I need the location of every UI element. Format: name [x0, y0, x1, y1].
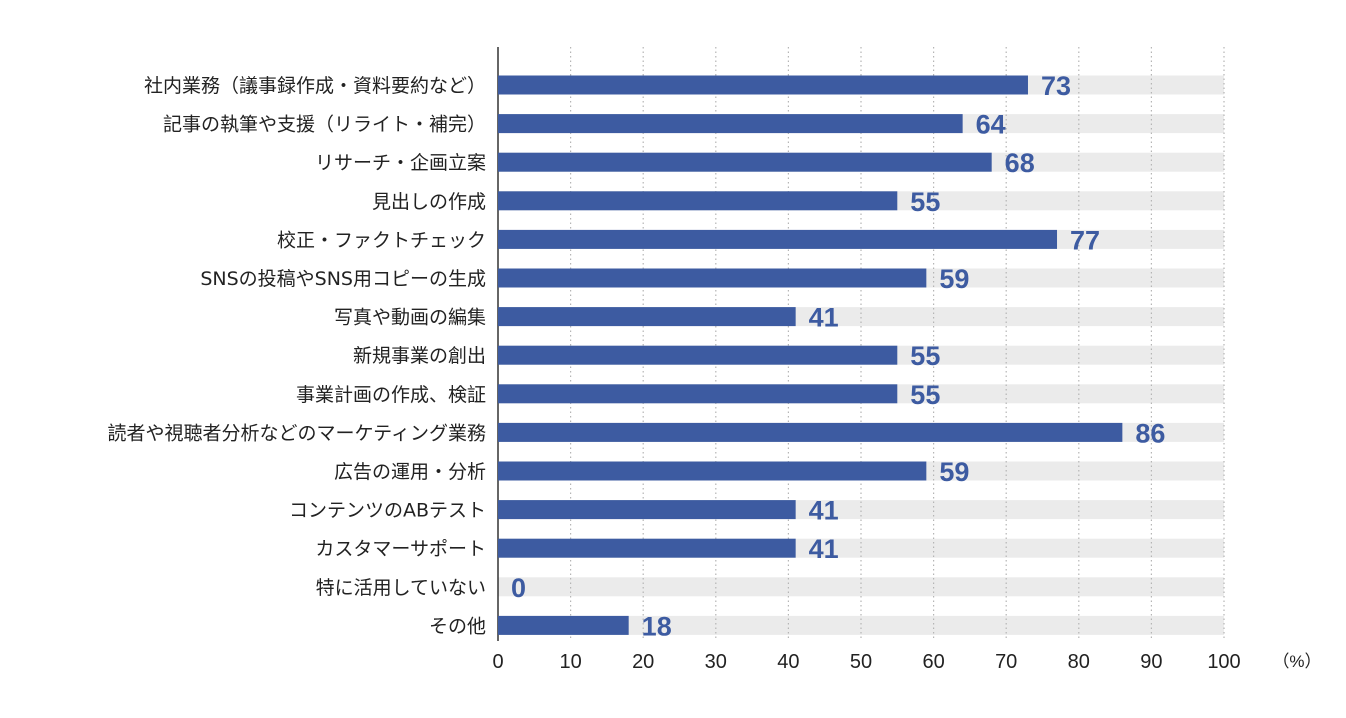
bar [498, 422, 1123, 442]
bar [498, 114, 963, 134]
bar-track [498, 615, 1224, 635]
data-label: 64 [976, 110, 1006, 140]
category-labels: 社内業務（議事録作成・資料要約など） 記事の執筆や支援（リライト・補完） リサーチ・… [108, 75, 486, 637]
x-tick-label: 20 [632, 651, 654, 673]
x-tick-label: 10 [559, 651, 581, 673]
bar [498, 191, 898, 211]
data-label: 18 [642, 611, 672, 641]
data-label: 68 [1005, 148, 1035, 178]
data-label: 55 [910, 341, 940, 371]
data-label: 41 [809, 496, 839, 526]
bar [498, 345, 898, 365]
data-label: 73 [1041, 71, 1071, 101]
bar [498, 500, 796, 520]
x-tick-label: 100 [1207, 651, 1240, 673]
x-tick-label: 60 [922, 651, 944, 673]
bar [498, 152, 992, 172]
bar [498, 75, 1028, 95]
x-tick-label: 90 [1140, 651, 1162, 673]
data-label: 55 [910, 380, 940, 410]
x-tick-labels: 0 10 20 30 40 50 60 70 80 90 100 [492, 651, 1240, 673]
category-label: 校正・ファクトチェック [277, 229, 486, 251]
data-label: 59 [939, 264, 969, 294]
bar [498, 615, 629, 635]
category-label: その他 [429, 615, 486, 637]
data-label: 0 [511, 573, 526, 603]
category-label: 見出しの作成 [372, 191, 486, 213]
x-tick-label: 70 [995, 651, 1017, 673]
bar [498, 538, 796, 558]
category-label: カスタマーサポート [315, 538, 486, 560]
data-label: 41 [809, 303, 839, 333]
category-label: 特に活用していない [316, 577, 486, 599]
category-label: 新規事業の創出 [353, 345, 486, 367]
bars [498, 75, 1123, 635]
category-label: SNSの投稿やSNS用コピーの生成 [200, 268, 486, 290]
category-label: 広告の運用・分析 [334, 461, 486, 483]
bar [498, 229, 1058, 249]
data-label: 41 [809, 534, 839, 564]
bar-track [498, 577, 1224, 597]
data-label: 77 [1070, 225, 1100, 255]
x-tick-label: 80 [1068, 651, 1090, 673]
category-label: 読者や視聴者分析などのマーケティング業務 [108, 422, 486, 444]
bar [498, 461, 927, 481]
category-label: コンテンツのABテスト [289, 500, 486, 522]
x-tick-label: 0 [492, 651, 503, 673]
bar [498, 384, 898, 404]
value-labels: 73 64 68 55 77 59 41 55 55 86 59 41 41 0 18 [511, 71, 1165, 641]
category-label: 写真や動画の編集 [334, 307, 486, 329]
unit-label: （%） [1272, 652, 1321, 671]
data-label: 59 [939, 457, 969, 487]
category-label: 記事の執筆や支援（リライト・補完） [163, 114, 486, 136]
bar [498, 307, 796, 327]
x-tick-label: 40 [777, 651, 799, 673]
x-tick-label: 30 [705, 651, 727, 673]
data-label: 55 [910, 187, 940, 217]
bar [498, 268, 927, 288]
category-label: 社内業務（議事録作成・資料要約など） [144, 75, 486, 97]
x-tick-label: 50 [850, 651, 872, 673]
category-label: リサーチ・企画立案 [315, 152, 486, 174]
data-label: 86 [1135, 418, 1165, 448]
category-label: 事業計画の作成、検証 [296, 384, 486, 406]
